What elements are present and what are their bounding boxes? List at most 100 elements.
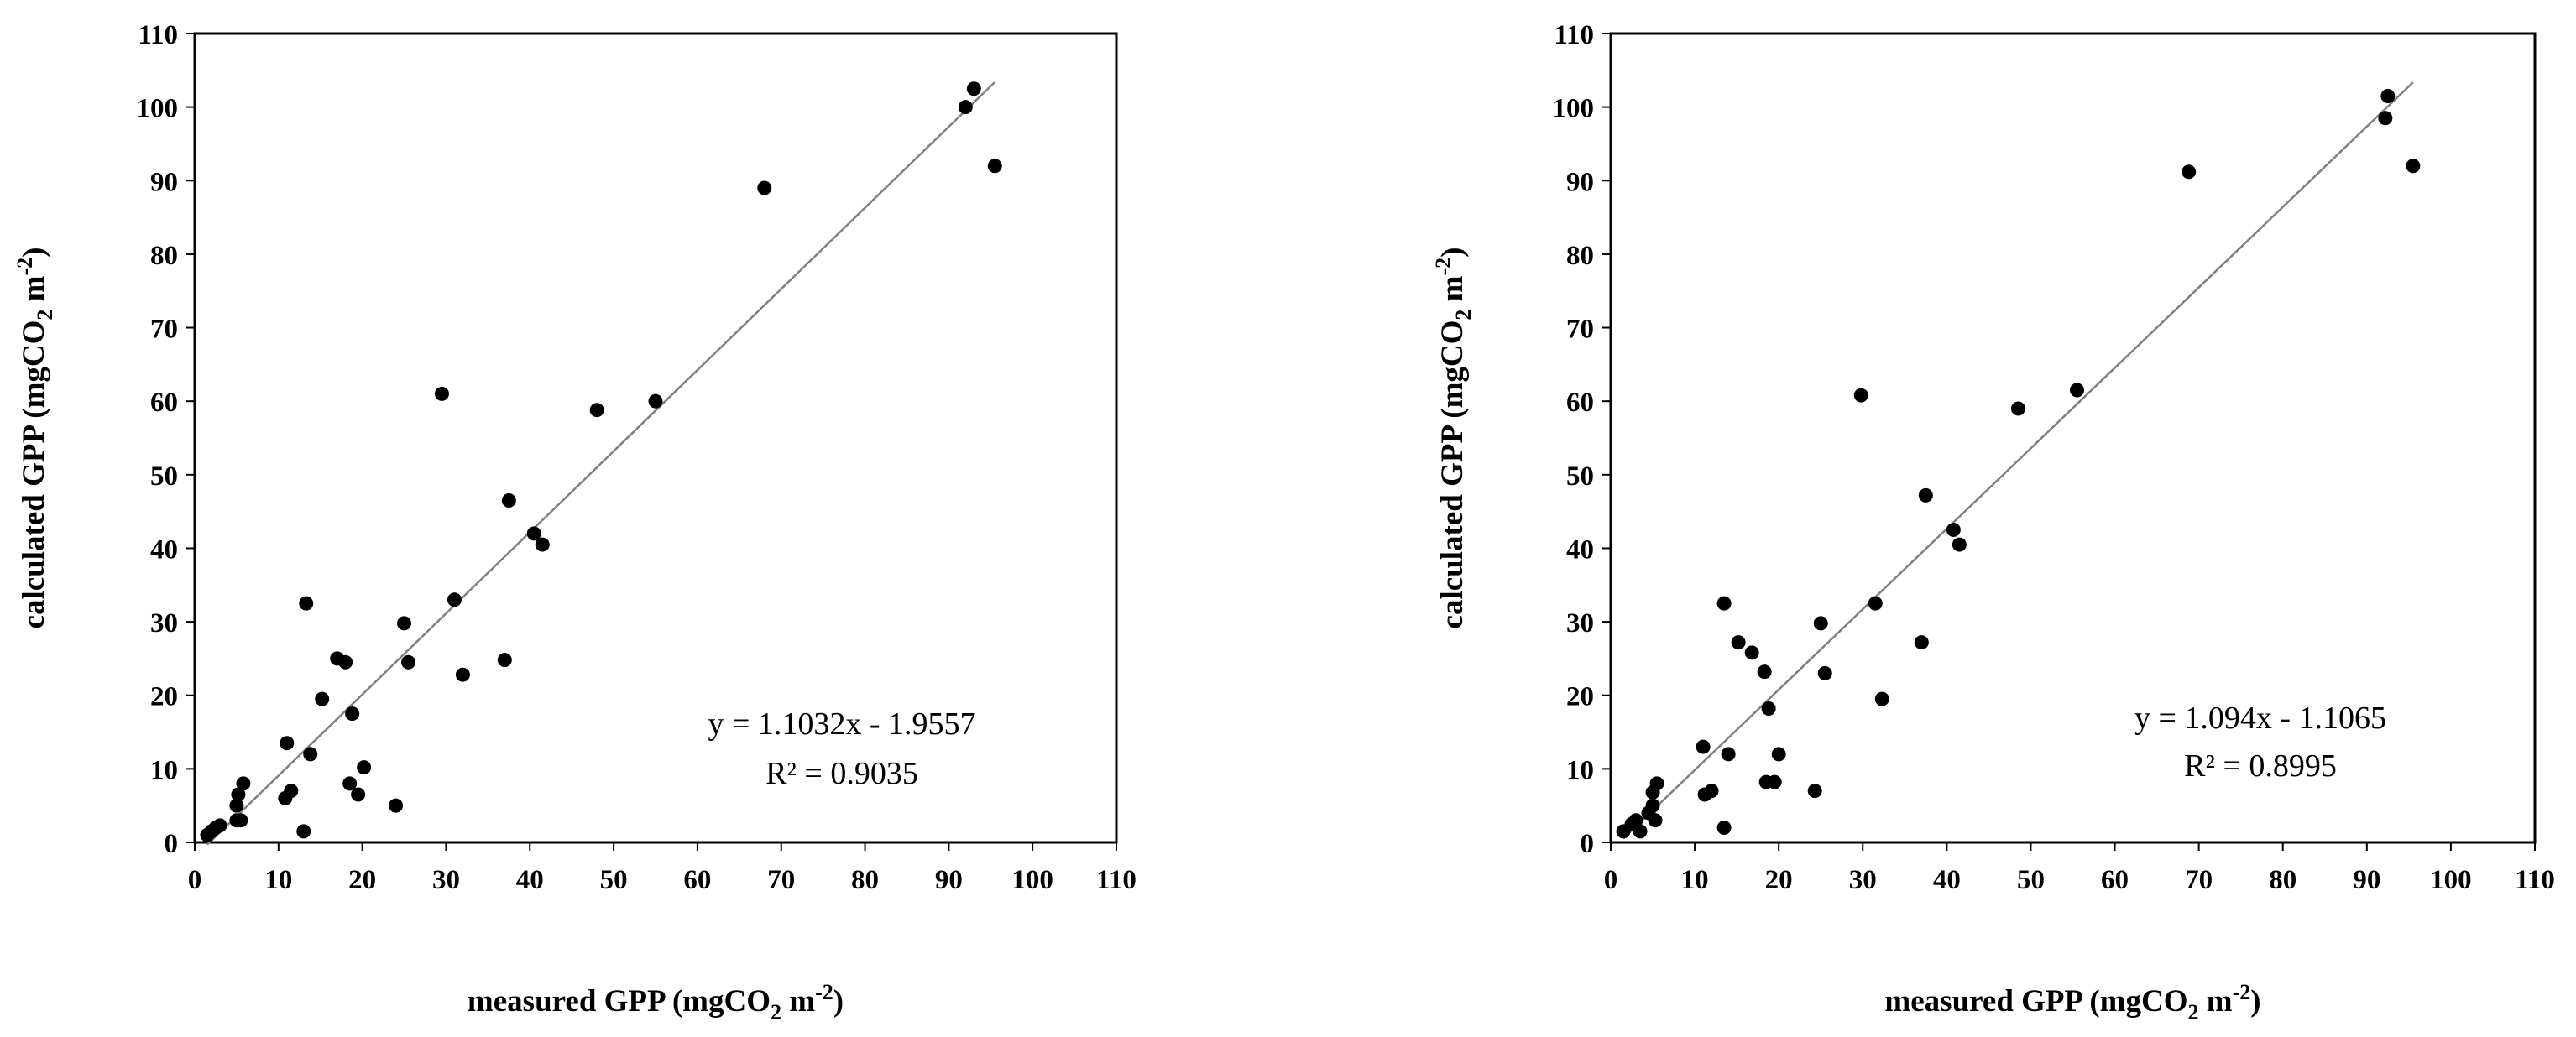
y-axis-title: calculated GPP (mgCO2 m-2) (13, 248, 57, 629)
y-tick-label: 30 (1566, 608, 1594, 638)
data-point (303, 747, 318, 762)
data-point (1952, 537, 1967, 552)
x-tick-label: 70 (2185, 865, 2213, 895)
x-tick-label: 100 (1011, 865, 1053, 895)
data-point (1716, 596, 1732, 611)
x-tick-label: 100 (2430, 865, 2472, 895)
data-point (236, 776, 251, 791)
data-point (1731, 635, 1746, 650)
data-point (397, 616, 412, 631)
x-tick-label: 50 (2017, 865, 2045, 895)
data-point (535, 537, 550, 552)
y-tick-label: 60 (1566, 388, 1594, 418)
data-point (231, 787, 246, 802)
y-tick-label: 80 (1566, 241, 1594, 271)
data-point (1914, 635, 1929, 650)
x-tick-label: 90 (935, 865, 963, 895)
y-tick-label: 80 (150, 241, 178, 271)
data-point (497, 653, 512, 668)
y-tick-label: 0 (165, 829, 179, 859)
data-point (229, 798, 244, 813)
x-tick-label: 40 (1933, 865, 1961, 895)
plot-frame (193, 32, 1118, 844)
x-tick-label: 20 (1765, 865, 1793, 895)
y-tick-label: 0 (1581, 829, 1595, 859)
x-tick-label: 110 (2515, 865, 2555, 895)
data-point (2378, 111, 2393, 126)
data-point (357, 760, 372, 775)
y-tick-label: 60 (150, 388, 178, 418)
data-point (1771, 747, 1786, 762)
data-point (1645, 798, 1660, 813)
data-point (526, 526, 541, 541)
y-tick-label: 90 (150, 167, 178, 197)
plot-frame (1609, 32, 2537, 844)
data-point (233, 813, 248, 828)
x-tick-label: 60 (683, 865, 711, 895)
y-tick-label: 20 (1566, 682, 1594, 712)
x-tick-label: 0 (188, 865, 202, 895)
y-tick-label: 110 (1554, 20, 1594, 50)
data-point (2182, 164, 2197, 180)
y-tick-label: 100 (1553, 94, 1595, 124)
x-tick-label: 10 (264, 865, 292, 895)
data-point (2380, 88, 2396, 103)
y-tick-label: 90 (1566, 167, 1594, 197)
x-tick-label: 110 (1096, 865, 1136, 895)
y-axis-title: calculated GPP (mgCO2 m-2) (1431, 248, 1476, 629)
x-tick-label: 80 (851, 865, 879, 895)
data-point (1648, 813, 1663, 828)
data-point (455, 667, 470, 682)
data-point (648, 393, 663, 409)
data-point (338, 654, 353, 670)
trendline (1622, 81, 2414, 840)
data-point (589, 403, 604, 418)
y-tick-label: 110 (138, 20, 178, 50)
r-squared: R² = 0.8995 (2184, 748, 2337, 784)
data-point (280, 736, 295, 751)
data-point (1744, 645, 1759, 660)
x-tick-label: 40 (516, 865, 544, 895)
r-squared: R² = 0.9035 (765, 756, 918, 791)
data-point (2010, 401, 2025, 416)
data-point (966, 81, 981, 96)
y-tick-label: 50 (150, 461, 178, 492)
data-point (1767, 774, 1782, 789)
regression-equation: y = 1.1032x - 1.9557 (708, 706, 975, 742)
x-tick-label: 30 (1849, 865, 1877, 895)
x-axis-title: measured GPP (mgCO2 m-2) (1884, 980, 2260, 1024)
data-point (1649, 776, 1664, 791)
data-point (342, 776, 358, 791)
data-point (1628, 813, 1643, 828)
x-tick-label: 50 (600, 865, 628, 895)
data-point (284, 784, 299, 799)
data-point (351, 787, 366, 802)
y-tick-label: 50 (1566, 461, 1594, 492)
x-axis-title: measured GPP (mgCO2 m-2) (468, 980, 844, 1024)
data-point (757, 180, 772, 195)
data-point (299, 596, 314, 611)
trendline (206, 81, 996, 846)
regression-equation: y = 1.094x - 1.1065 (2134, 701, 2386, 736)
data-point (1817, 665, 1832, 680)
data-point (2406, 159, 2421, 174)
data-point (987, 159, 1002, 174)
y-tick-label: 10 (1566, 755, 1594, 785)
x-tick-label: 0 (1604, 865, 1618, 895)
data-point (447, 592, 462, 607)
x-tick-label: 60 (2101, 865, 2129, 895)
data-point (345, 706, 360, 722)
data-point (1874, 691, 1889, 706)
data-point (401, 654, 416, 670)
y-tick-label: 20 (150, 682, 178, 712)
data-point (1761, 701, 1776, 717)
x-tick-label: 80 (2269, 865, 2296, 895)
x-tick-label: 20 (348, 865, 376, 895)
y-tick-label: 30 (150, 608, 178, 638)
x-tick-label: 90 (2353, 865, 2380, 895)
data-point (212, 818, 227, 833)
y-tick-label: 40 (150, 534, 178, 565)
x-tick-label: 70 (767, 865, 795, 895)
